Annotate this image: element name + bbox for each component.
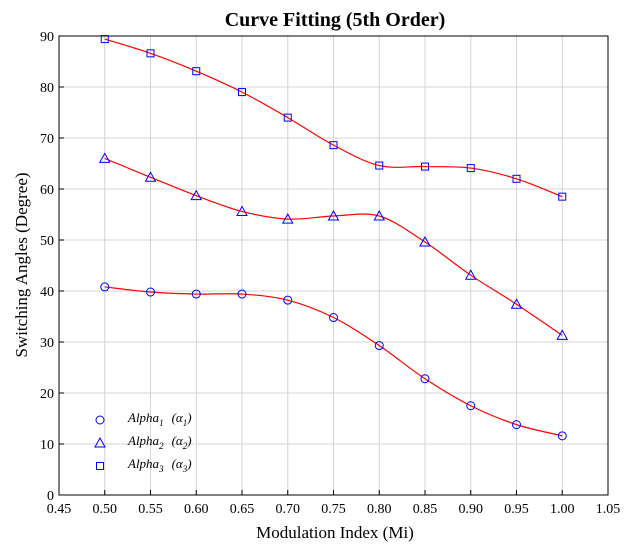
y-tick-label: 70	[40, 132, 54, 147]
data-point-alpha-2	[144, 171, 157, 182]
data-point-alpha-1	[557, 431, 567, 441]
y-tick-label: 10	[40, 438, 54, 453]
legend-label-alpha-1: Alpha1 (α1)	[127, 410, 192, 428]
y-tick-label: 90	[40, 30, 54, 45]
data-point-alpha-2	[419, 236, 431, 247]
data-point-alpha-2	[327, 210, 340, 221]
data-point-alpha-2	[190, 189, 203, 201]
x-tick-label: 0.85	[413, 502, 438, 517]
data-point-alpha-2	[464, 269, 477, 280]
fit-curve-alpha-3	[104, 38, 563, 198]
x-tick-label: 0.65	[230, 502, 255, 517]
legend-marker-alpha-1	[95, 415, 105, 425]
legend: Alpha1 (α1) Alpha2 (α2) Alpha3 (α3)	[94, 410, 192, 474]
data-point-alpha-3	[512, 174, 521, 183]
data-point-alpha-3	[192, 67, 201, 76]
data-point-alpha-3	[283, 113, 292, 122]
data-point-alpha-1	[374, 341, 384, 351]
data-point-alpha-3	[421, 162, 429, 171]
data-point-alpha-3	[466, 164, 475, 173]
data-point-alpha-3	[238, 88, 246, 97]
y-tick-label: 20	[40, 387, 54, 402]
data-point-alpha-2	[281, 213, 294, 224]
y-tick-label: 30	[40, 336, 54, 351]
data-point-alpha-2	[556, 329, 569, 340]
y-tick-label: 50	[40, 234, 54, 249]
data-point-alpha-1	[329, 313, 338, 323]
legend-label-alpha-3: Alpha3 (α3)	[127, 456, 192, 474]
data-point-alpha-1	[466, 401, 476, 411]
fit-curve-alpha-1	[104, 286, 563, 437]
fit-curves	[104, 38, 563, 437]
legend-marker-alpha-3	[96, 462, 104, 470]
data-point-alpha-2	[236, 205, 248, 216]
data-point-alpha-3	[558, 192, 567, 201]
data-point-alpha-2	[510, 298, 523, 309]
y-axis-label: Switching Angles (Degree)	[12, 172, 31, 357]
data-point-alpha-1	[420, 374, 430, 384]
data-point-alpha-1	[283, 295, 293, 305]
legend-marker-alpha-2	[94, 436, 106, 448]
x-tick-label: 0.80	[367, 502, 392, 517]
data-point-alpha-1	[237, 289, 247, 299]
x-tick-label: 0.45	[47, 502, 72, 517]
data-point-alpha-1	[100, 282, 110, 292]
x-tick-label: 0.95	[504, 502, 529, 517]
data-point-alpha-3	[329, 141, 338, 150]
x-tick-label: 0.60	[184, 502, 209, 517]
data-point-alpha-1	[146, 287, 155, 297]
data-point-alpha-3	[146, 49, 155, 58]
data-point-alpha-2	[373, 210, 386, 221]
y-tick-label: 0	[47, 489, 54, 504]
x-tick-label: 0.50	[93, 502, 118, 517]
legend-label-alpha-2: Alpha2 (α2)	[127, 433, 192, 451]
x-tick-label: 0.55	[138, 502, 163, 517]
chart-title: Curve Fitting (5th Order)	[225, 9, 446, 31]
x-tick-label: 0.70	[276, 502, 301, 517]
x-tick-label: 1.05	[596, 502, 621, 517]
data-point-alpha-2	[98, 152, 111, 163]
y-tick-label: 60	[40, 183, 54, 198]
data-point-alpha-3	[375, 161, 384, 170]
data-point-alpha-1	[512, 420, 521, 430]
fit-curve-alpha-2	[104, 157, 563, 336]
data-point-alpha-3	[100, 35, 109, 44]
axis-ticks: 0.45 0.50 0.55 0.60 0.65 0.70 0.75 0.80 0.85 0.90…	[40, 30, 620, 517]
x-tick-label: 0.90	[459, 502, 484, 517]
y-tick-label: 40	[40, 285, 54, 300]
data-markers	[98, 35, 569, 441]
x-tick-label: 1.00	[550, 502, 575, 517]
data-point-alpha-1	[191, 289, 201, 299]
x-axis-label: Modulation Index (Mi)	[256, 523, 414, 542]
grid-lines	[58, 35, 609, 496]
y-tick-label: 80	[40, 81, 54, 96]
x-tick-label: 0.75	[321, 502, 346, 517]
